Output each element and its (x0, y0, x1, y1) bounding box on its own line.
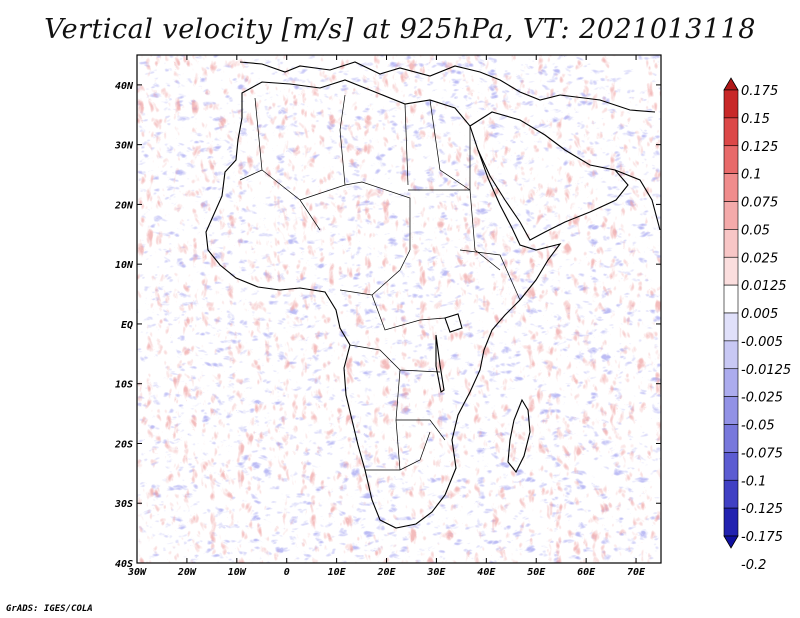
lat-tick-label: 40N (115, 81, 134, 92)
colorbar-segment (723, 284, 739, 314)
colorbar-label: 0.125 (741, 140, 778, 155)
country-borders (239, 94, 521, 471)
colorbar-segment (723, 173, 739, 202)
lon-tick-label: 20W (177, 567, 197, 578)
coastlines (205, 61, 661, 529)
colorbar-label: -0.025 (741, 391, 783, 406)
colorbar-label: 0.05 (741, 223, 770, 238)
colorbar-label: -0.075 (741, 446, 783, 461)
colorbar-label: -0.1 (741, 474, 766, 489)
colorbar-arrow-top (723, 77, 739, 91)
colorbar-segment (723, 340, 739, 370)
lon-tick-label: 60E (577, 567, 596, 578)
lat-tick-label: 30S (114, 499, 133, 510)
lon-tick-label: 70E (627, 567, 646, 578)
lon-tick-label: 10E (328, 567, 347, 578)
lat-tick-label: 40S (115, 559, 133, 570)
lon-tick-label: 20E (376, 567, 396, 578)
colorbar-segment (723, 229, 739, 258)
europe-coastline (239, 61, 561, 101)
colorbar: 0.175 0.15 0.125 0.1 0.075 0.05 0.025 0.0125 0.0… (723, 77, 791, 573)
colorbar-label: -0.05 (741, 419, 775, 434)
colorbar-segment (723, 424, 739, 453)
lat-tick-label: EQ (121, 320, 133, 331)
colorbar-segment (723, 117, 739, 147)
lon-tick-label: 50E (527, 567, 546, 578)
lon-tick-label: 10W (228, 567, 247, 578)
lake-victoria (444, 313, 463, 333)
lat-tick-label: 20N (114, 200, 134, 211)
colorbar-segment (723, 145, 739, 174)
lat-tick-label: 10N (115, 260, 134, 271)
africa-coastline (205, 79, 562, 529)
colorbar-label: -0.175 (741, 530, 783, 545)
colorbar-label: 0.025 (741, 251, 778, 266)
madagascar-coastline (507, 398, 531, 474)
velocity-field (137, 55, 661, 563)
colorbar-label: 0.175 (741, 84, 778, 99)
lon-tick-label: 0 (284, 567, 290, 578)
colorbar-segment (723, 256, 739, 286)
lake-tanganyika (435, 334, 445, 393)
lat-tick-label: 30N (114, 141, 134, 152)
colorbar-label: -0.005 (741, 335, 783, 350)
map-title: Vertical velocity [m/s] at 925hPa, VT: 2… (44, 14, 756, 45)
lat-tick-label: 10S (115, 380, 133, 391)
longitude-axis: 30W 20W 10W 0 10E 20E 30E 40E 50E 60E 70E (127, 55, 646, 578)
arabia-coastline (469, 111, 629, 241)
colorbar-segment (723, 479, 739, 509)
colorbar-segment (723, 201, 739, 230)
colorbar-segment (723, 452, 739, 481)
colorbar-segment (723, 396, 739, 425)
latitude-axis: 40N 30N 20N 10N EQ 10S 20S 30S 40S (114, 81, 661, 570)
colorbar-arrow-bottom (723, 535, 739, 549)
lon-tick-label: 30E (426, 567, 446, 578)
colorbar-segment (723, 368, 739, 397)
colorbar-label: -0.125 (741, 502, 783, 517)
colorbar-segment (723, 507, 739, 537)
colorbar-label: -0.0125 (741, 363, 791, 378)
plot-frame (136, 54, 662, 564)
colorbar-label: 0.15 (741, 112, 770, 127)
footer-credit: GrADS: IGES/COLA (6, 604, 93, 614)
colorbar-label: 0.0125 (741, 279, 787, 294)
colorbar-label: 0.075 (741, 196, 778, 211)
colorbar-label: 0.1 (741, 168, 762, 183)
lat-tick-label: 20S (114, 439, 133, 450)
lon-tick-label: 30W (127, 567, 147, 578)
colorbar-segment (723, 89, 739, 119)
lon-tick-label: 40E (477, 567, 496, 578)
asia-coastline (559, 94, 661, 231)
colorbar-label: 0.005 (741, 307, 778, 322)
colorbar-label: -0.2 (741, 558, 766, 573)
colorbar-segment (723, 312, 739, 342)
